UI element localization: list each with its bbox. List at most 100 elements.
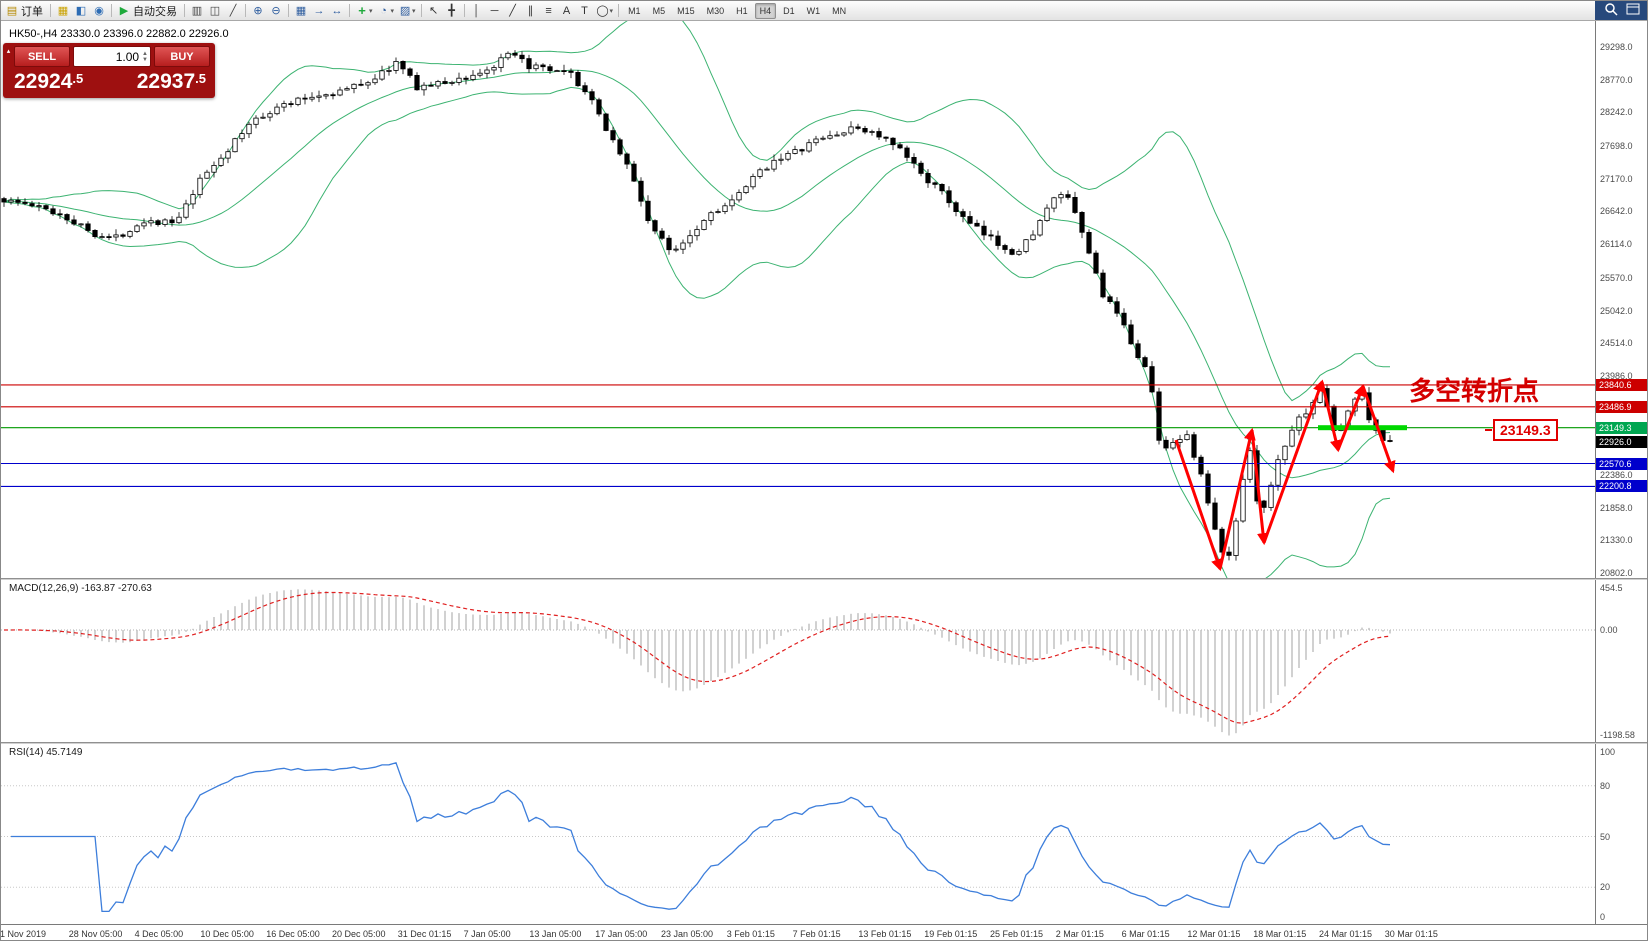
collapse-arrow-icon[interactable]: ▴ [6,48,11,55]
chart-shift-icon[interactable]: ↔ [331,4,343,17]
sell-button[interactable]: SELL [14,46,70,67]
callout-dash [1485,429,1492,431]
price-axis-label: 25570.0 [1600,272,1633,283]
add-indicator-icon[interactable]: + [358,3,366,18]
trendline-icon[interactable]: ╱ [509,5,516,17]
price-axis-label: 23986.0 [1600,370,1633,381]
time-axis-label: 20 Dec 05:00 [332,929,386,939]
time-axis-label: 25 Feb 01:15 [990,929,1044,939]
annotation-text: 多空转折点 [1409,376,1540,406]
main-chart-panel[interactable]: HK50-,H4 23330.0 23396.0 22882.0 22926.0… [1,21,1595,578]
cursor-icon[interactable]: ↖ [428,5,439,17]
periods-dropdown-icon[interactable]: ▾ [390,7,395,15]
time-axis-label: 13 Feb 01:15 [858,929,912,939]
tile-windows-icon[interactable]: ▦ [295,5,307,17]
candlestick-icon[interactable]: ◫ [209,5,221,17]
macd-canvas [1,589,1595,736]
one-click-body: SELL 1.00 ▲ ▼ BUY 22924.5 22937.5 [14,43,215,98]
panel-splitter[interactable] [1,742,1647,744]
order-label: 订单 [21,5,43,18]
volume-input[interactable]: 1.00 ▲ ▼ [73,46,151,67]
volume-spinner[interactable]: ▲ ▼ [142,51,148,63]
timeframe-D1[interactable]: D1 [783,5,795,16]
navigator-icon[interactable]: ◉ [94,5,104,17]
template-icon[interactable]: ▨ [399,5,411,17]
price-axis-label: 20802.0 [1600,568,1633,578]
crosshair-icon[interactable]: ╋ [448,5,455,17]
template-dropdown-icon[interactable]: ▾ [412,7,416,15]
price-axis-label: 22386.0 [1600,469,1633,480]
zoom-out-icon[interactable]: ⊖ [271,5,281,17]
buy-button[interactable]: BUY [154,46,210,67]
time-axis-label: 24 Mar 01:15 [1319,929,1373,939]
price-chart-canvas[interactable] [1,21,1595,578]
panel-splitter[interactable] [1,578,1647,580]
time-axis-label: 18 Mar 01:15 [1253,929,1307,939]
rsi-axis-label: 20 [1600,882,1611,893]
macd-axis[interactable]: 454.5 0.00 -1198.58 [1595,580,1647,742]
price-axis-label: 24514.0 [1600,338,1633,349]
time-axis-label: 12 Mar 01:15 [1187,929,1241,939]
market-watch-icon[interactable]: ◧ [75,5,87,17]
top-toolbar: ▤ 订单 ▦ ◧ ◉ ▶ 自动交易 ▥ ◫ ╱ ⊕ ⊖ ▦ → ↔ + ▾ ◔ ▾ ▨ ▾ ↖ ╋ │ ─ ╱ ∥ ≡ A T ◯ ▾ M1 M5… [1,1,1647,21]
time-axis[interactable]: 21 Nov 2019 28 Nov 05:00 4 Dec 05:00 10 Dec… [1,924,1647,940]
chart-window-icon[interactable]: ▦ [57,5,69,17]
periods-icon[interactable]: ◔ [380,4,387,17]
chart-profile-icon[interactable] [1626,3,1640,18]
new-order-icon[interactable]: ▤ [6,5,18,17]
price-axis-label: 25042.0 [1600,305,1633,316]
toolbar-separator [288,4,289,17]
chart-symbol-header: HK50-,H4 23330.0 23396.0 22882.0 22926.0 [9,28,229,40]
zoom-in-icon[interactable]: ⊕ [253,5,263,17]
fibonacci-icon[interactable]: ≡ [545,4,552,17]
timeframe-H4[interactable]: H4 [754,2,777,19]
timeframe-MN[interactable]: MN [832,5,847,16]
price-axis[interactable]: 29298.0 28770.0 28242.0 27698.0 27170.0 26642… [1595,21,1647,578]
sell-price[interactable]: 22924.5 [14,70,84,93]
one-click-trading-panel: ▴ SELL 1.00 ▲ ▼ BUY 22924.5 22937.5 [3,43,215,98]
shapes-dropdown-icon[interactable]: ▾ [609,7,614,15]
vertical-line-icon[interactable]: │ [473,4,480,17]
timeframe-W1[interactable]: W1 [806,5,821,16]
rsi-panel[interactable]: RSI(14) 45.7149 [1,744,1595,924]
text-tool-icon[interactable]: T [581,4,588,17]
rsi-axis-label: 50 [1600,831,1611,842]
price-axis-label: 28242.0 [1600,107,1633,118]
volume-down-icon[interactable]: ▼ [142,56,148,63]
rsi-label: RSI(14) 45.7149 [9,747,83,758]
price-axis-label: 28770.0 [1600,74,1633,85]
text-label-icon[interactable]: A [562,4,571,17]
rsi-axis[interactable]: 100 80 50 20 0 [1595,744,1647,924]
horizontal-line-icon[interactable]: ─ [490,4,499,17]
timeframe-M15[interactable]: M15 [677,5,695,16]
auto-scroll-icon[interactable]: → [313,4,325,17]
toolbar-items: ▤ 订单 ▦ ◧ ◉ ▶ 自动交易 ▥ ◫ ╱ ⊕ ⊖ ▦ → ↔ + ▾ ◔ ▾ ▨ ▾ ↖ ╋ │ ─ ╱ ∥ ≡ A T ◯ ▾ M1 M5… [1,1,1595,20]
add-indicator-dropdown-icon[interactable]: ▾ [369,7,373,15]
search-icon[interactable] [1604,2,1618,19]
volume-up-icon[interactable]: ▲ [142,50,148,57]
toolbar-separator [245,4,246,17]
time-axis-label: 6 Mar 01:15 [1121,929,1170,939]
rsi-axis-label: 100 [1600,747,1616,757]
timeframe-H1[interactable]: H1 [736,5,748,16]
bar-chart-icon[interactable]: ▥ [191,5,203,17]
line-chart-icon[interactable]: ╱ [229,5,237,17]
time-axis-label: 30 Mar 01:15 [1384,929,1438,939]
shapes-icon[interactable]: ◯ [596,5,609,17]
timeframe-M1[interactable]: M1 [628,5,641,16]
macd-axis-label: -1198.58 [1600,730,1635,740]
autotrade-label: 自动交易 [133,5,177,18]
price-axis-label: 27698.0 [1600,141,1633,152]
timeframe-M5[interactable]: M5 [652,5,666,16]
rsi-axis-label: 80 [1600,780,1611,791]
buy-price[interactable]: 22937.5 [136,70,206,93]
timeframe-M30[interactable]: M30 [706,5,725,16]
channel-icon[interactable]: ∥ [527,5,534,17]
time-axis-label: 31 Dec 01:15 [397,929,452,939]
toolbar-separator [420,4,422,17]
macd-panel[interactable]: MACD(12,26,9) -163.87 -270.63 [1,580,1595,742]
autotrade-icon[interactable]: ▶ [119,5,129,17]
price-tag: 23149.3 [1596,421,1647,434]
time-axis-label: 7 Feb 01:15 [792,929,841,939]
